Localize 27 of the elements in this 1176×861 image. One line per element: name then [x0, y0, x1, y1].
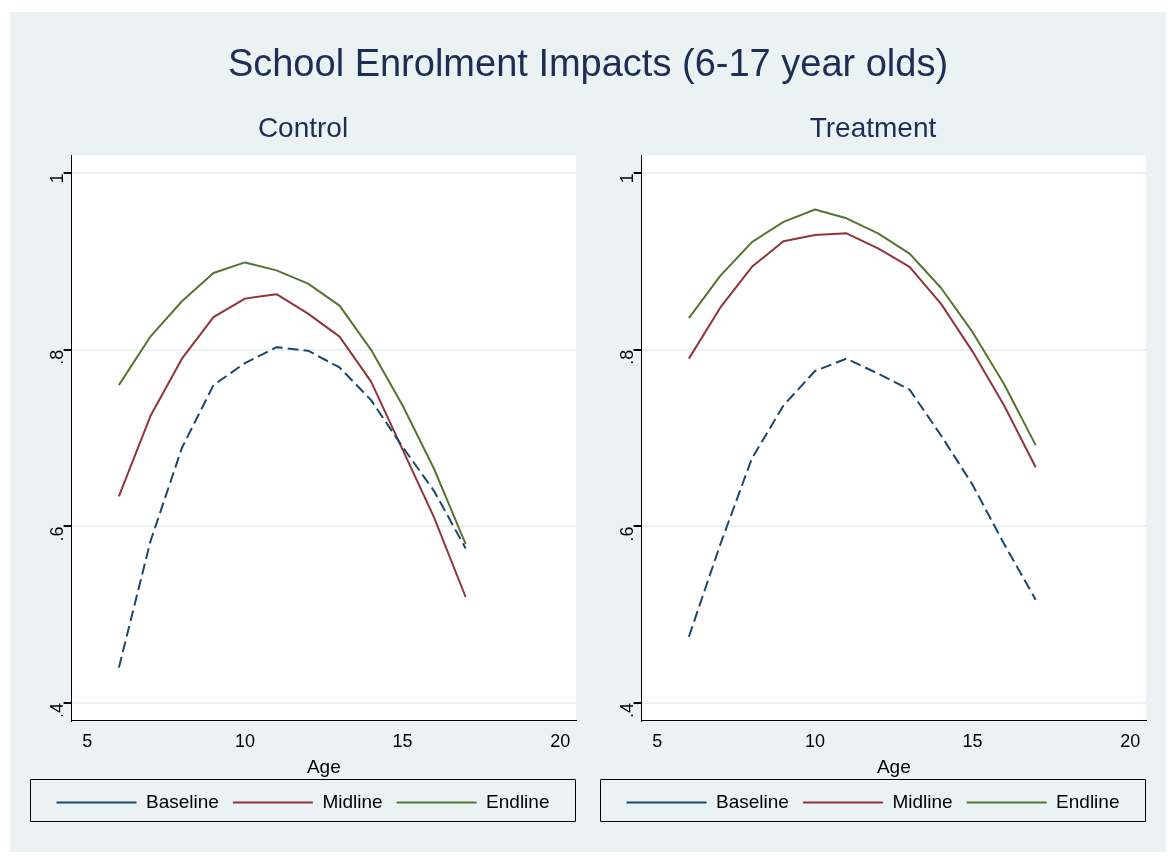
x-tick-label: 20: [1120, 731, 1141, 752]
y-tick-label: .8: [616, 349, 637, 365]
x-tick-label: 10: [234, 731, 255, 752]
chart-subtitle: Control: [257, 111, 349, 143]
y-tick-label: .6: [46, 526, 67, 542]
x-tick-label: 20: [550, 731, 571, 752]
y-tick-label: .4: [46, 702, 67, 718]
y-tick-label: 1: [46, 173, 67, 184]
y-tick-label: .6: [616, 526, 637, 542]
x-tick-label: 10: [804, 731, 825, 752]
x-tick-label: 5: [82, 731, 93, 752]
legend-label: Baseline: [146, 790, 219, 812]
chart-title: School Enrolment Impacts (6-17 year olds): [226, 42, 950, 85]
x-tick-label: 15: [962, 731, 983, 752]
y-tick-label: .4: [616, 702, 637, 718]
x-axis-title: Age: [876, 755, 911, 777]
legend-label: Midline: [892, 790, 953, 812]
x-tick-label: 15: [392, 731, 413, 752]
legend-label: Endline: [486, 790, 550, 812]
x-tick-label: 5: [652, 731, 663, 752]
y-tick-label: 1: [616, 173, 637, 184]
legend-label: Baseline: [716, 790, 789, 812]
y-tick-label: .8: [46, 349, 67, 365]
x-axis-title: Age: [306, 755, 341, 777]
chart-subtitle: Treatment: [809, 111, 937, 143]
legend-label: Endline: [1056, 790, 1120, 812]
legend-label: Midline: [322, 790, 383, 812]
